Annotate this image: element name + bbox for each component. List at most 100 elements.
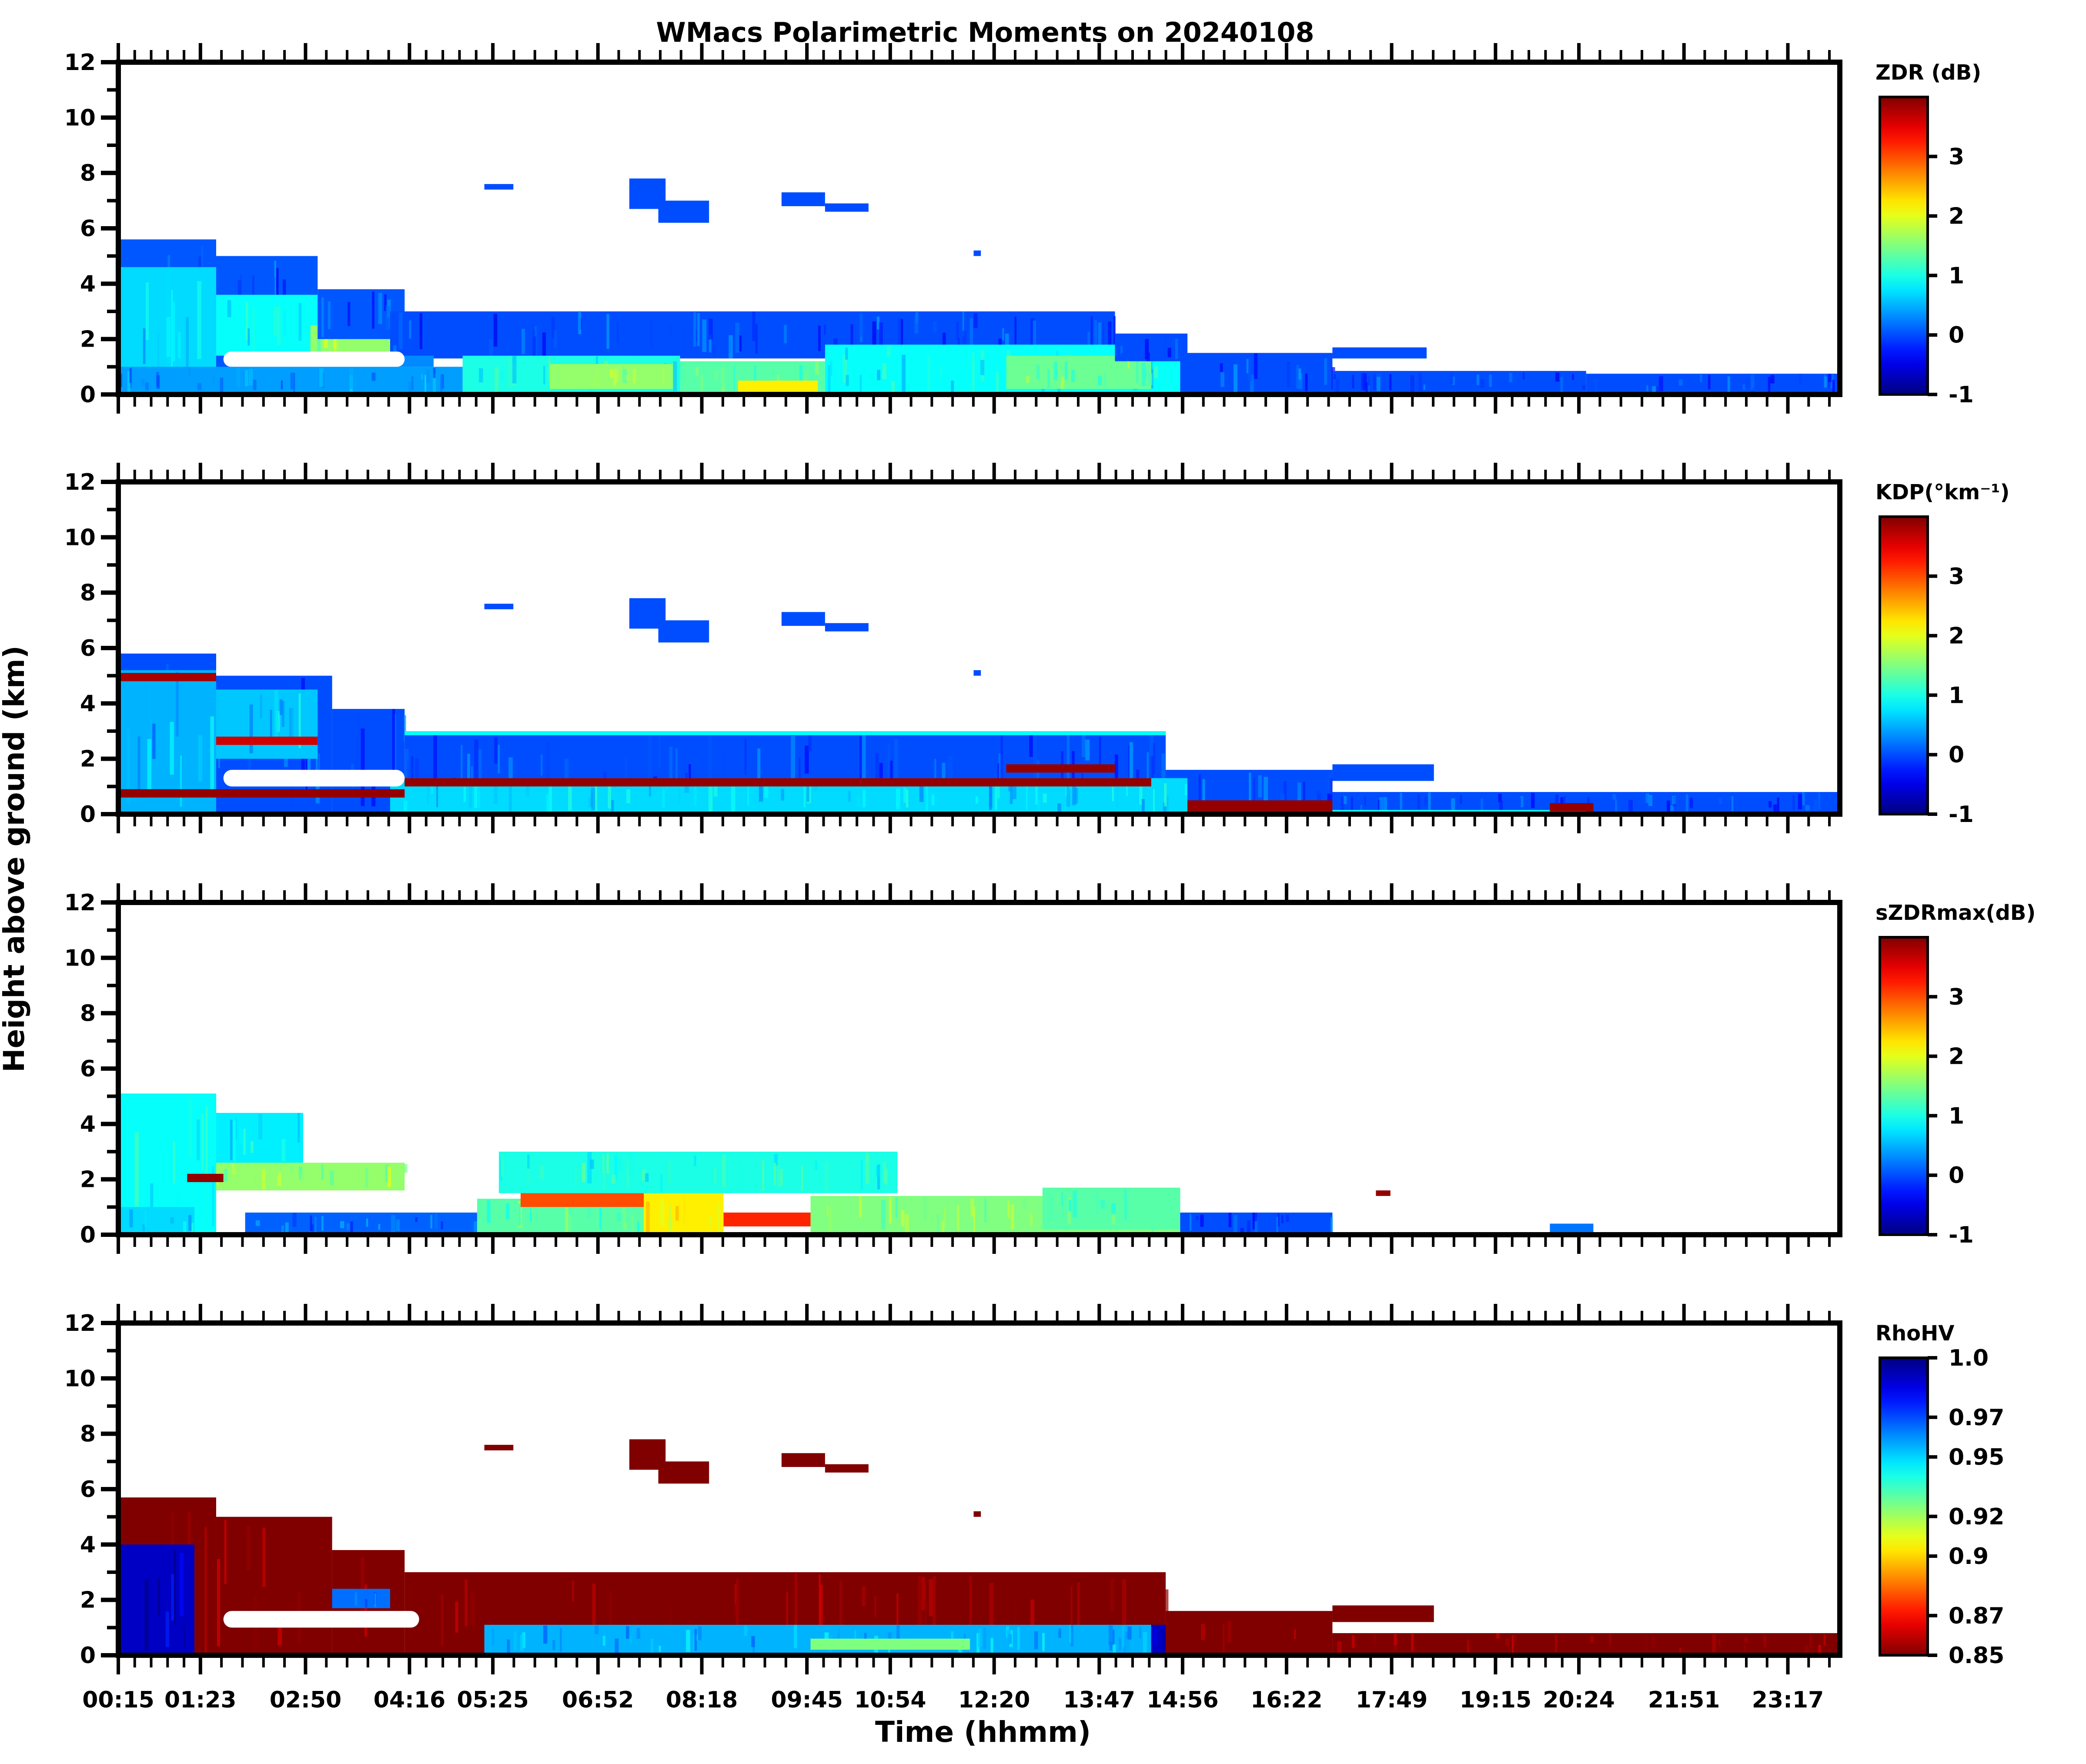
rhohv-echo-texture	[1652, 1637, 1655, 1648]
szdrmax-echo-texture	[1124, 1189, 1127, 1220]
zdr-echo-texture	[1368, 385, 1370, 394]
szdrmax-echo-texture	[714, 1168, 717, 1185]
kdp-echo-texture	[1648, 795, 1653, 806]
rhohv-echo-texture	[1351, 1635, 1355, 1648]
rhohv-echo-texture	[1609, 1634, 1611, 1650]
zdr-echo-texture	[1287, 361, 1290, 388]
zdr-echo-texture	[876, 317, 880, 330]
kdp-echo-texture	[791, 736, 796, 789]
szdrmax-echo-texture	[774, 1154, 778, 1166]
zdr-echo-texture	[883, 363, 886, 379]
kdp-echo-texture	[708, 784, 713, 812]
zdr-echo-texture	[1449, 371, 1454, 384]
zdr-echo-texture	[166, 317, 171, 357]
rhohv-echo-texture	[592, 1584, 596, 1640]
zdr-echo-texture	[962, 311, 964, 336]
zdr-echo-texture	[1658, 376, 1663, 391]
zdr-echo-texture	[1700, 374, 1702, 382]
zdr-echo-texture	[615, 369, 619, 382]
szdrmax-echo-texture	[262, 1169, 266, 1189]
szdrmax-echo-texture	[861, 1160, 863, 1190]
rhohv-echo-texture	[544, 1586, 548, 1650]
kdp-colorbar-tick-label: 1	[1949, 682, 1964, 708]
zdr-echo-texture	[1167, 347, 1171, 357]
szdrmax-echo-texture	[441, 1221, 443, 1229]
szdrmax-echo-texture	[243, 1129, 246, 1155]
x-tick-label: 19:15	[1460, 1687, 1532, 1713]
zdr-echo-texture	[398, 312, 403, 349]
zdr-echo-texture	[378, 293, 382, 324]
kdp-echo-texture	[1424, 796, 1428, 806]
szdrmax-colorbar-tick-label: 2	[1949, 1044, 1964, 1070]
kdp-echo-texture	[433, 733, 437, 799]
kdp-echo-texture	[648, 733, 652, 784]
szdrmax-echo-texture	[675, 1206, 679, 1221]
rhohv-echo-texture	[374, 1593, 376, 1607]
rhohv-echo-texture	[354, 1592, 358, 1606]
kdp-echo-texture	[1112, 783, 1114, 802]
kdp-echo-texture	[356, 716, 360, 776]
szdrmax-echo-texture	[197, 1119, 200, 1160]
zdr-echo-texture	[1094, 320, 1097, 349]
rhohv-echo-texture	[672, 1600, 675, 1622]
kdp-colorbar-tick-label: -1	[1949, 802, 1974, 828]
szdrmax-echo-texture	[865, 1153, 869, 1184]
kdp-echo-texture	[210, 716, 214, 796]
zdr-echo-texture	[348, 302, 351, 326]
szdrmax-echo-texture	[1247, 1220, 1250, 1234]
zdr-echo-texture	[1087, 331, 1090, 345]
zdr-echo-texture	[1828, 374, 1832, 382]
rhohv-echo-texture	[636, 1628, 641, 1639]
kdp-colorbar-tick-label: 2	[1949, 623, 1964, 649]
zdr-echo-texture	[784, 325, 787, 344]
rhohv-echo-texture	[1590, 1636, 1594, 1643]
szdrmax-echo-texture	[134, 1132, 139, 1207]
rhohv-echo-texture	[1042, 1633, 1045, 1651]
szdrmax-echo-texture	[1029, 1213, 1033, 1226]
rhohv-echo-texture	[1170, 1611, 1174, 1645]
szdrmax-echo-texture	[434, 1213, 438, 1229]
zdr-echo-texture	[1656, 386, 1661, 392]
rhohv-echo-texture	[224, 1520, 227, 1584]
zdr-echo-texture	[891, 381, 895, 392]
zdr-echo-texture	[1246, 359, 1249, 374]
kdp-echo-texture	[474, 739, 478, 799]
szdrmax-echo-texture	[568, 1214, 572, 1231]
szdrmax-echo-texture	[624, 1221, 627, 1230]
zdr-echo-texture	[1770, 375, 1775, 384]
szdrmax-echo-texture	[314, 1216, 317, 1233]
rhohv-echo-texture	[825, 1576, 828, 1639]
rhohv-echo-texture	[595, 1575, 600, 1599]
kdp-echo-texture	[467, 754, 470, 787]
rhohv-echo-texture	[854, 1630, 856, 1640]
kdp-echo-texture	[270, 709, 272, 739]
zdr-echo-texture	[494, 367, 499, 388]
szdrmax-echo-texture	[595, 1156, 597, 1166]
kdp-echo-texture	[291, 708, 294, 742]
y-tick-label: 6	[80, 1477, 96, 1503]
kdp-echo-texture	[1364, 796, 1366, 806]
kdp-echo-texture	[1082, 733, 1086, 757]
rhohv-echo-texture	[924, 1582, 927, 1632]
zdr-echo-texture	[1365, 382, 1369, 393]
zdr-echo-texture	[371, 372, 376, 381]
szdrmax-echo-texture	[188, 1215, 192, 1231]
zdr-echo-texture	[825, 332, 829, 347]
rhohv-echo-texture	[221, 1572, 224, 1602]
zdr-echo-region	[1332, 371, 1586, 394]
rhohv-echo-texture	[971, 1593, 974, 1649]
zdr-echo-texture	[388, 306, 391, 330]
zdr-echo-texture	[712, 344, 716, 356]
zdr-echo-texture	[1071, 369, 1075, 382]
szdrmax-echo-texture	[901, 1209, 905, 1226]
zdr-echo-texture	[1047, 369, 1050, 389]
zdr-echo-texture	[859, 312, 863, 337]
y-tick-label: 0	[80, 1643, 96, 1669]
zdr-echo-texture	[575, 376, 577, 387]
rhohv-echo-texture	[876, 1582, 879, 1642]
kdp-echo-texture	[995, 782, 998, 810]
kdp-echo-region	[484, 604, 514, 609]
rhohv-echo-texture	[1375, 1640, 1377, 1654]
zdr-echo-texture	[1030, 318, 1035, 346]
